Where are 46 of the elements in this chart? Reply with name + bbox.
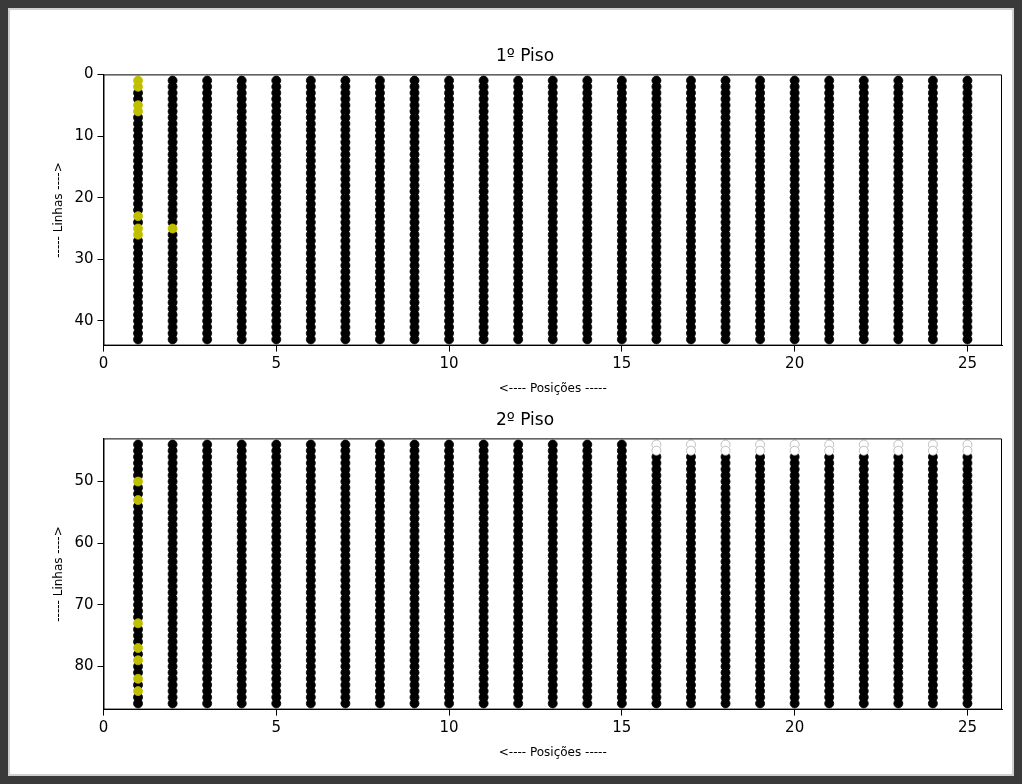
point xyxy=(651,445,662,456)
x-tick-label: 0 xyxy=(98,718,109,737)
y-axis-title: ----- Linhas ----> xyxy=(51,526,66,622)
x-tick-label: 5 xyxy=(271,718,282,737)
chart-title: 2º Piso xyxy=(495,408,555,429)
y-tick-label: 60 xyxy=(74,533,94,552)
y-tick-label: 20 xyxy=(74,187,94,206)
point xyxy=(167,223,178,234)
point xyxy=(133,618,143,629)
point xyxy=(789,445,800,456)
x-tick-label: 15 xyxy=(612,354,632,373)
point xyxy=(133,495,143,505)
y-tick-label: 30 xyxy=(74,249,94,268)
y-tick-label: 10 xyxy=(74,125,94,144)
chart-title: 1º Piso xyxy=(495,44,555,65)
x-tick-label: 25 xyxy=(957,354,977,373)
point xyxy=(927,445,938,456)
x-tick-label: 5 xyxy=(271,354,282,373)
x-axis-title: <---- Posições ----- xyxy=(498,744,607,759)
x-axis-title: <---- Posições ----- xyxy=(498,380,607,395)
point xyxy=(858,445,869,456)
x-tick-label: 15 xyxy=(612,718,632,737)
y-tick-label: 0 xyxy=(83,64,94,83)
point xyxy=(133,673,143,684)
y-tick-label: 40 xyxy=(74,310,94,329)
x-tick-label: 10 xyxy=(439,354,459,373)
point xyxy=(133,211,143,222)
point xyxy=(962,445,973,456)
point xyxy=(755,445,765,456)
x-tick-label: 0 xyxy=(98,354,109,373)
y-axis-title: ----- Linhas ----> xyxy=(51,162,66,258)
point xyxy=(133,655,143,666)
y-tick-label: 80 xyxy=(74,656,94,675)
point xyxy=(720,445,731,456)
point xyxy=(133,643,143,653)
point xyxy=(686,445,696,456)
point xyxy=(893,445,904,456)
y-tick-label: 50 xyxy=(74,471,94,490)
x-tick-label: 10 xyxy=(439,718,459,737)
x-tick-label: 25 xyxy=(957,718,977,737)
point xyxy=(133,476,143,487)
point xyxy=(824,445,835,456)
x-tick-label: 20 xyxy=(785,718,805,737)
y-tick-label: 70 xyxy=(74,594,94,613)
x-tick-label: 20 xyxy=(785,354,805,373)
point xyxy=(133,686,143,697)
